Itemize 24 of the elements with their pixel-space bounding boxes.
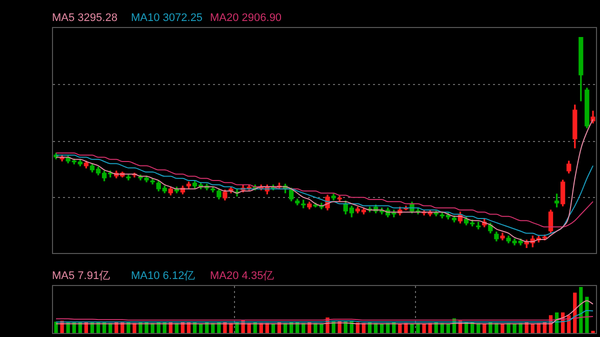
bar	[416, 323, 420, 333]
bar	[494, 323, 498, 333]
bar	[512, 323, 516, 333]
bar	[132, 323, 136, 333]
bar	[332, 322, 336, 333]
text: MA5 7.91亿	[52, 269, 112, 283]
text: MA20 2906.90	[210, 12, 283, 24]
bar	[506, 323, 510, 333]
bar	[229, 323, 233, 333]
text: MA5 3295.28	[52, 12, 118, 24]
bar	[314, 323, 318, 333]
bar	[500, 323, 504, 333]
bar	[150, 323, 154, 333]
bar	[410, 323, 414, 333]
bar	[54, 322, 58, 333]
text: MA10 3072.25	[131, 12, 204, 24]
bar	[585, 296, 589, 333]
bar	[422, 323, 426, 333]
text: MA20 4.35亿	[210, 269, 276, 283]
bar	[404, 323, 408, 333]
text: MA10 6.12亿	[131, 269, 196, 283]
bar	[138, 322, 142, 333]
bar	[320, 323, 324, 333]
bar	[235, 322, 239, 333]
